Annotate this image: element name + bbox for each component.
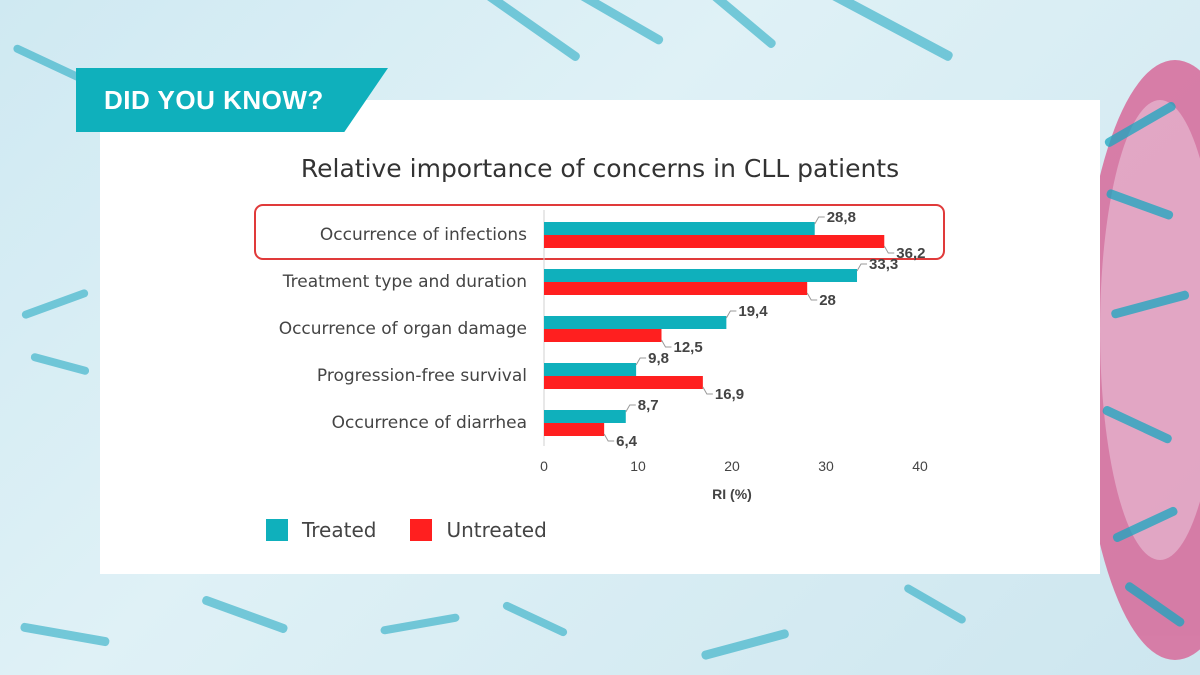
data-label-leader [856,263,868,272]
data-label: 19,4 [738,303,768,320]
bar-untreated [544,282,808,295]
data-label: 36,2 [896,245,925,262]
data-label: 33,3 [869,256,898,273]
legend-swatch-untreated [410,519,433,541]
data-label-leader [603,433,615,442]
chart-legend: Treated Untreated [266,518,547,542]
category-label: Occurrence of organ damage [279,319,527,339]
x-tick-label: 0 [540,458,548,474]
data-label-leader [725,310,737,319]
x-tick-label: 20 [724,458,740,474]
data-label: 28,8 [827,209,856,226]
data-label: 6,4 [616,433,638,450]
data-label: 28 [819,292,836,309]
data-label-leader [814,216,825,225]
chart-title: Relative importance of concerns in CLL p… [300,154,900,183]
data-label: 12,5 [674,339,703,356]
bar-treated [544,363,637,376]
legend-item-treated: Treated [266,518,376,542]
bar-untreated [544,235,885,248]
bar-untreated [544,376,703,389]
x-axis-label: RI (%) [712,486,752,502]
bar-treated [544,269,858,282]
bar-treated [544,410,626,423]
data-label-leader [661,339,672,348]
bar-untreated [544,329,662,342]
category-label: Progression-free survival [317,366,527,386]
data-label-leader [883,245,895,254]
did-you-know-banner: DID YOU KNOW? [76,68,388,132]
legend-swatch-treated [266,519,288,541]
legend-label-untreated: Untreated [446,518,547,542]
bar-chart: Occurrence of infections 28,8 36,2 Treatmen… [254,204,945,502]
legend-label-treated: Treated [302,518,377,542]
data-label-leader [702,386,713,395]
data-label-leader [625,404,636,413]
x-tick-label: 10 [630,458,646,474]
category-label: Occurrence of infections [320,225,527,245]
bar-treated [544,222,815,235]
data-label: 8,7 [638,397,659,414]
data-label: 16,9 [715,386,744,403]
bar-treated [544,316,727,329]
x-tick-label: 30 [818,458,834,474]
data-label-leader [635,357,647,366]
legend-item-untreated: Untreated [410,518,547,542]
chart-card: Relative importance of concerns in CLL p… [100,100,1100,574]
category-label: Treatment type and duration [282,272,527,292]
x-tick-label: 40 [912,458,928,474]
bar-untreated [544,423,605,436]
category-label: Occurrence of diarrhea [332,413,527,433]
banner-text: DID YOU KNOW? [104,85,324,115]
data-label-leader [806,292,818,301]
highlight-box [254,204,945,260]
data-label: 9,8 [648,350,669,367]
